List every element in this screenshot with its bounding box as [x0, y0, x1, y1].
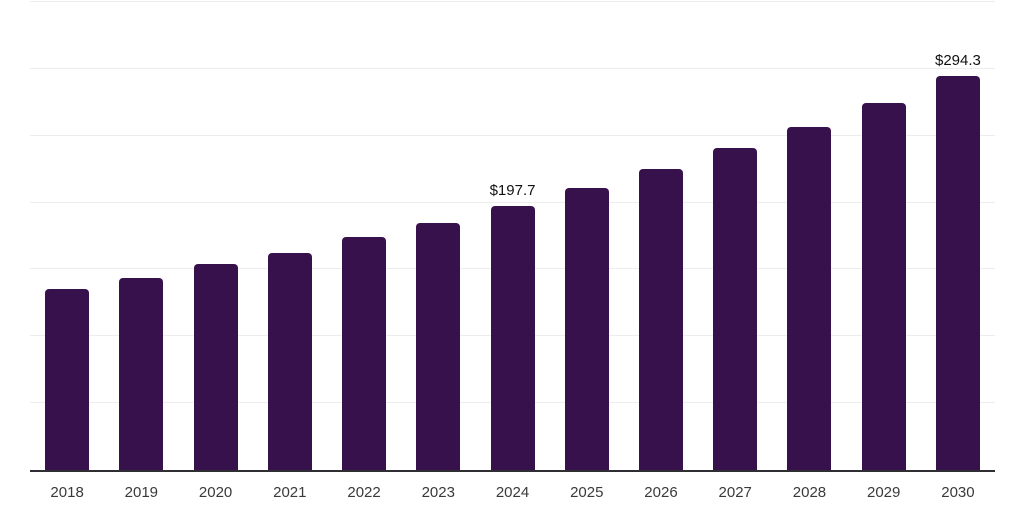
bar-cell-2019	[104, 0, 178, 470]
x-tick-label-2020: 2020	[198, 484, 233, 501]
bar-cell-2030: $294.3	[921, 0, 995, 470]
bar-cell-2028	[772, 0, 846, 470]
x-tick-label-2029: 2029	[867, 484, 901, 501]
bar-2020	[193, 264, 238, 470]
bar-2024	[490, 205, 535, 470]
gridline-250	[30, 134, 995, 136]
x-tick-label-2027: 2027	[718, 484, 752, 501]
x-tick-label-2019: 2019	[124, 484, 159, 501]
bar-2021	[267, 252, 312, 470]
bar-cell-2027	[698, 0, 772, 470]
bar-2030	[935, 76, 980, 470]
x-axis-line	[30, 470, 995, 472]
bar-cell-2026	[624, 0, 698, 470]
bar-2026	[638, 168, 683, 470]
x-tick-label-2024: 2024	[495, 484, 530, 501]
gridline-300	[30, 67, 995, 69]
bar-cell-2020	[178, 0, 252, 470]
x-tick-label-2026: 2026	[644, 484, 678, 501]
data-label-2030: $294.3	[934, 52, 981, 70]
bar-cell-2025	[550, 0, 624, 470]
gridline-350	[30, 1, 995, 2]
bar-2029	[861, 102, 906, 470]
x-tick-label-2023: 2023	[421, 484, 455, 501]
x-tick-label-2021: 2021	[273, 484, 307, 501]
bar-2018	[45, 289, 90, 470]
bar-cell-2018	[30, 0, 104, 470]
bar-cell-2023	[401, 0, 475, 470]
x-tick-label-2028: 2028	[792, 484, 827, 501]
bar-2023	[416, 222, 461, 470]
x-tick-label-2018: 2018	[50, 484, 84, 501]
bar-2027	[713, 148, 758, 470]
bar-cell-2022	[327, 0, 401, 470]
x-axis-labels: 2018 2019 2020 2021 2022 2023 2024 2025 2026 2027…	[30, 484, 995, 502]
bar-2022	[342, 237, 387, 470]
bars-row: $197.7 $294.3	[30, 0, 995, 470]
bar-2019	[119, 278, 164, 470]
bar-cell-2021	[253, 0, 327, 470]
x-tick-label-2025: 2025	[570, 484, 604, 501]
bar-cell-2029	[847, 0, 921, 470]
x-tick-label-2030: 2030	[941, 484, 975, 501]
plot-area: $197.7 $294.3	[30, 0, 995, 472]
x-tick-label-2022: 2022	[347, 484, 381, 501]
gridline-200	[30, 201, 995, 203]
bar-2025	[564, 187, 609, 470]
bar-2028	[787, 126, 832, 470]
data-label-2024: $197.7	[489, 181, 536, 199]
bar-cell-2024: $197.7	[475, 0, 549, 470]
